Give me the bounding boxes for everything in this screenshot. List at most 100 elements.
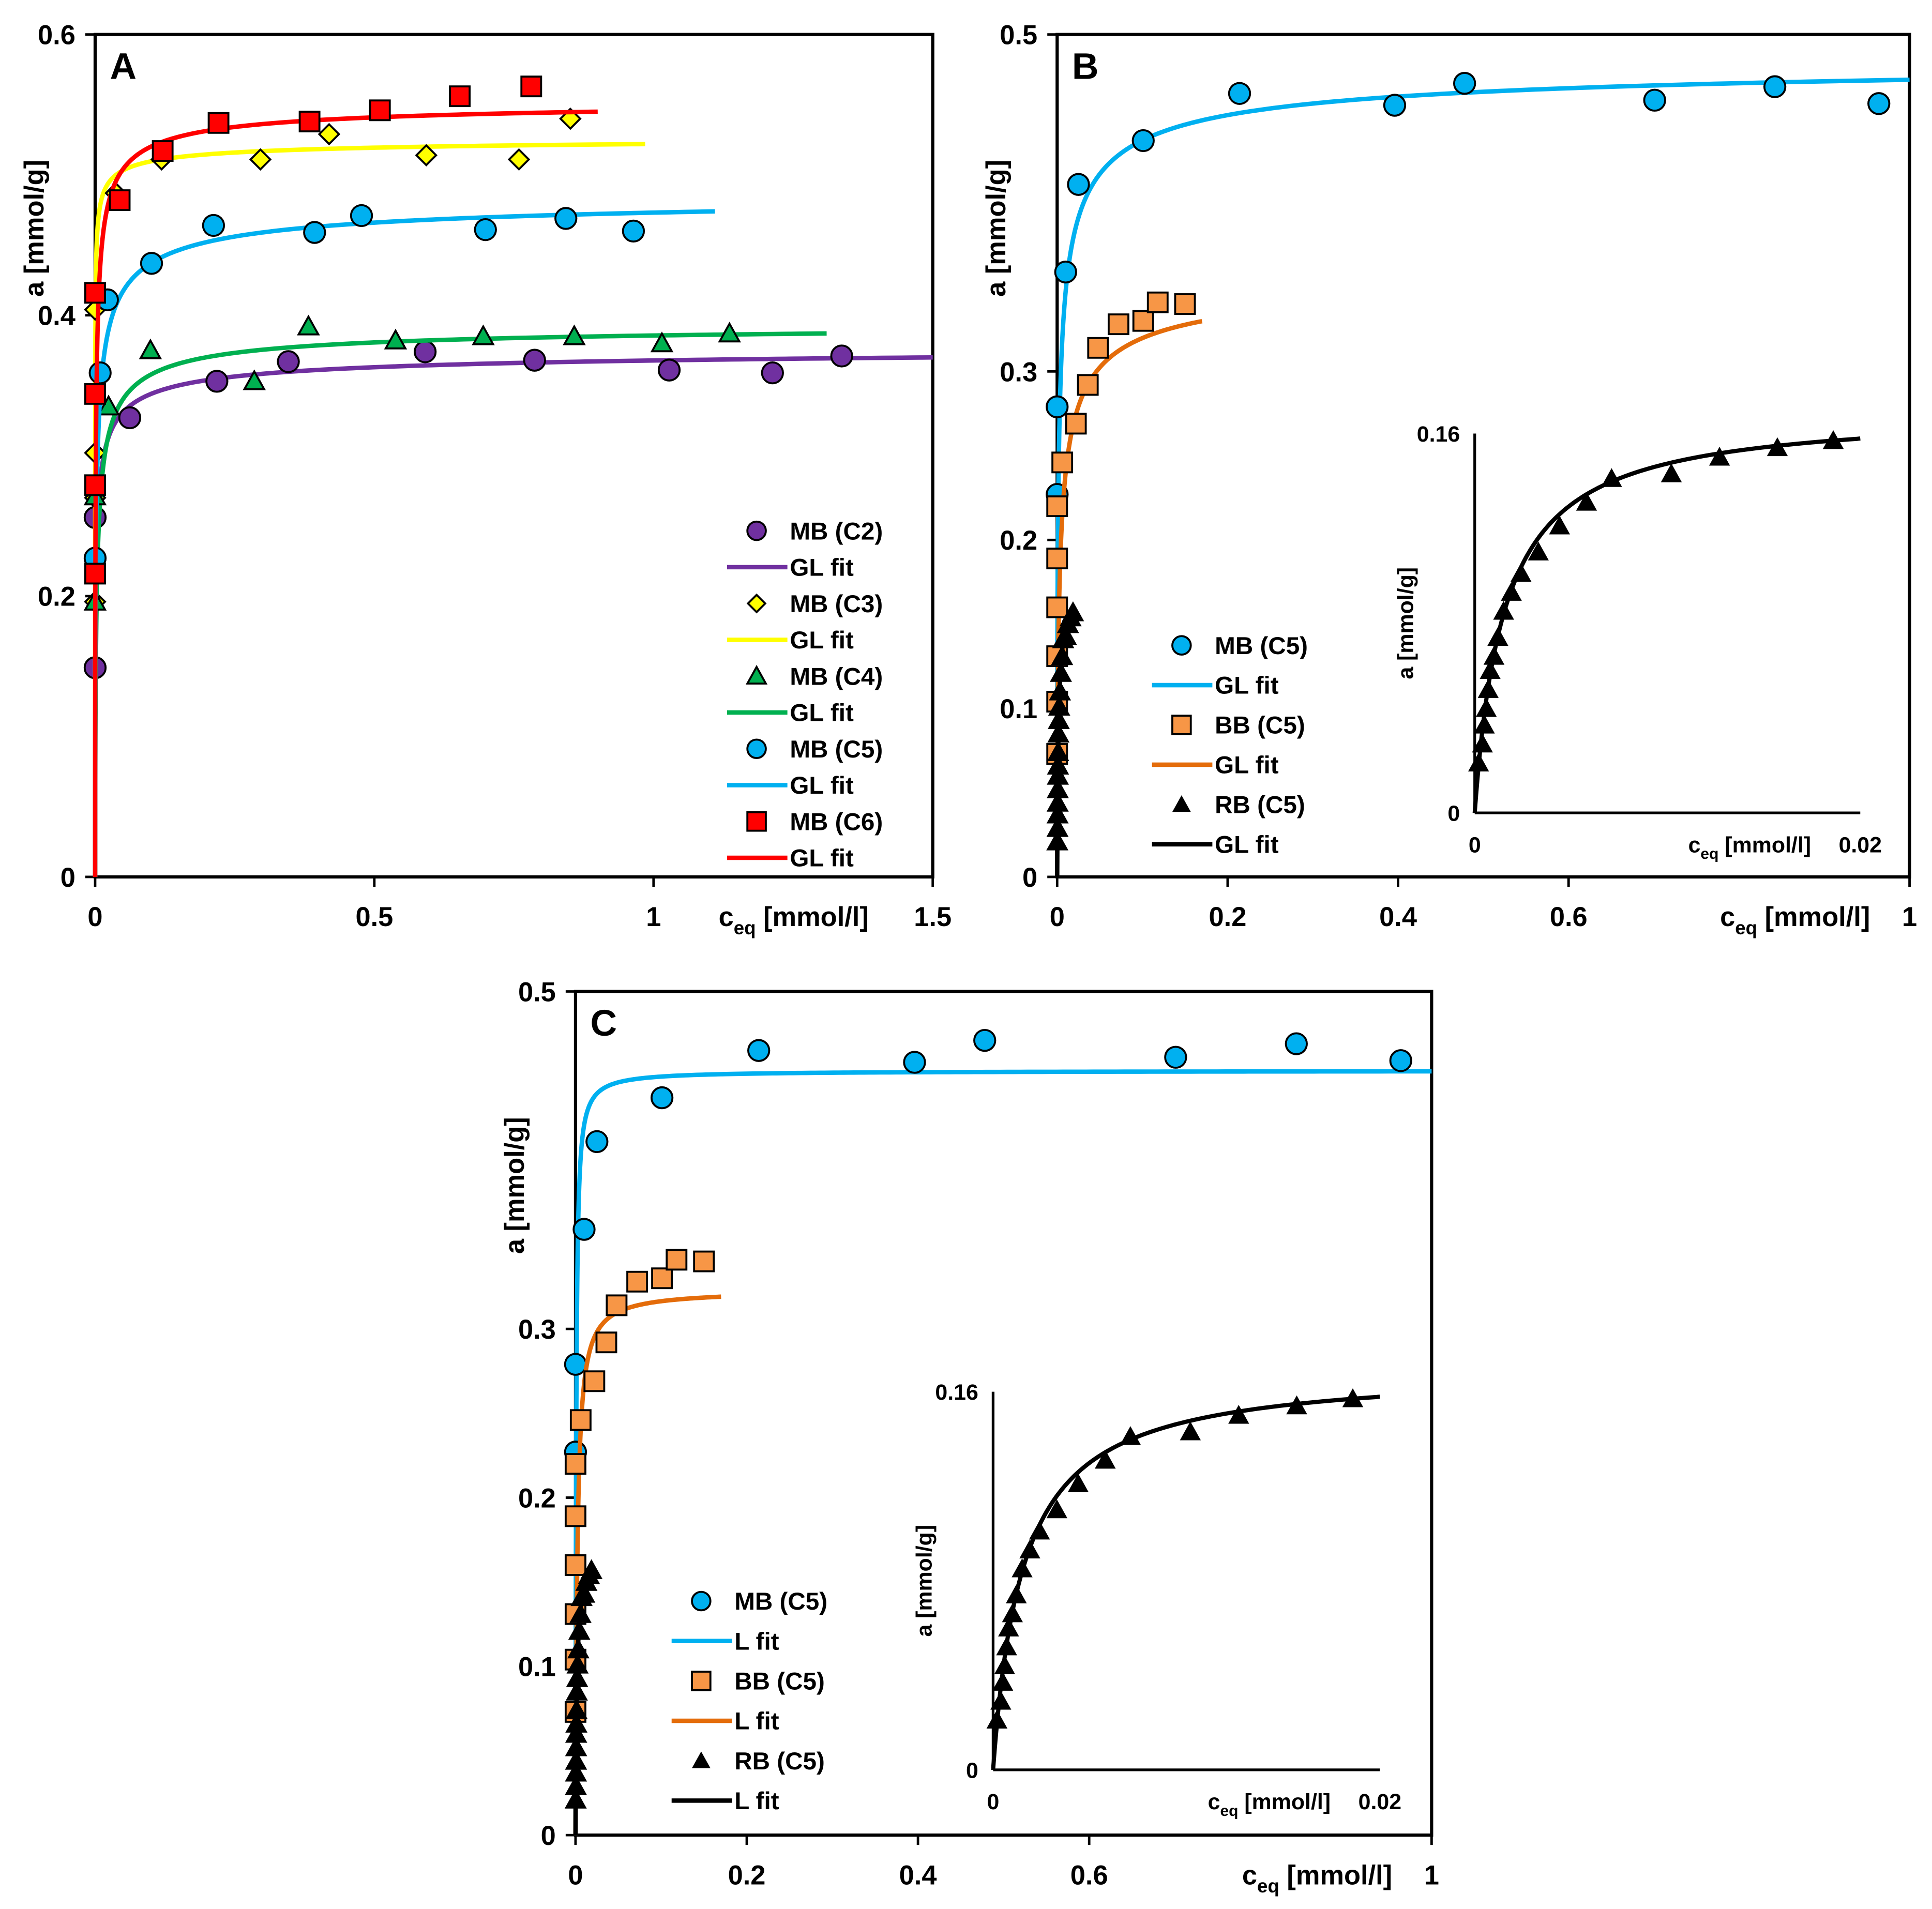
data-point-2-15 bbox=[573, 1583, 596, 1603]
data-point-0-9 bbox=[830, 344, 853, 368]
y-tick-label: 0.4 bbox=[38, 301, 76, 331]
data-point-inset-3 bbox=[1475, 698, 1497, 717]
x-tick-label: 1 bbox=[646, 902, 661, 932]
data-point-2-12 bbox=[568, 1619, 591, 1640]
y-tick-label: 0.2 bbox=[518, 1483, 556, 1513]
x-tick-label: 0.2 bbox=[728, 1860, 766, 1890]
data-point-2-18 bbox=[580, 1559, 603, 1579]
data-point-4-8 bbox=[369, 99, 391, 122]
data-point-inset-16 bbox=[1228, 1405, 1249, 1424]
data-point-3-1 bbox=[88, 361, 112, 385]
panel-letter: B bbox=[1072, 46, 1099, 87]
y-tick-label: 0 bbox=[1447, 801, 1460, 826]
y-tick-label: 0.5 bbox=[518, 977, 556, 1007]
data-point-0-10 bbox=[1867, 92, 1891, 115]
legend-label: GL fit bbox=[1215, 672, 1279, 700]
data-point-2-5 bbox=[297, 314, 320, 336]
data-point-inset-15 bbox=[1661, 463, 1682, 482]
legend-marker-4 bbox=[746, 811, 767, 832]
data-point-2-13 bbox=[1051, 645, 1074, 665]
series-group bbox=[564, 1028, 1432, 1838]
legend-label: GL fit bbox=[790, 700, 854, 727]
y-axis-label: a [mmol/g] bbox=[1394, 567, 1418, 679]
data-point-2-4 bbox=[1046, 778, 1069, 798]
x-axis-label: ceq [mmol/l] bbox=[1242, 1860, 1392, 1897]
data-point-1-8 bbox=[1077, 374, 1099, 396]
x-axis-label: ceq [mmol/l] bbox=[1208, 1790, 1331, 1820]
y-tick-label: 0.3 bbox=[518, 1315, 556, 1345]
data-point-0-4 bbox=[1131, 129, 1155, 153]
data-point-inset-18 bbox=[1822, 430, 1844, 449]
legend-label: GL fit bbox=[790, 554, 854, 582]
y-axis-label: a [mmol/g] bbox=[500, 1117, 530, 1254]
y-tick-label: 0 bbox=[966, 1758, 978, 1783]
x-tick-label: 0.02 bbox=[1839, 832, 1882, 857]
legend-label: L fit bbox=[734, 1628, 779, 1655]
data-point-inset-18 bbox=[1342, 1388, 1364, 1407]
legend-label: BB (C5) bbox=[1215, 712, 1305, 739]
legend: MB (C5) L fit BB (C5) L fit RB (C5) L fit bbox=[671, 1588, 827, 1815]
data-point-1-5 bbox=[564, 1453, 586, 1475]
x-tick-label: 0.6 bbox=[1070, 1860, 1108, 1890]
x-label-symbol: c bbox=[719, 902, 734, 932]
data-point-0-9 bbox=[1763, 75, 1787, 98]
data-point-1-9 bbox=[507, 148, 531, 171]
data-point-0-10 bbox=[1389, 1049, 1412, 1072]
x-tick-label: 0.6 bbox=[1550, 902, 1588, 932]
data-point-4-7 bbox=[298, 111, 321, 133]
data-point-0-3 bbox=[205, 370, 229, 393]
x-label-unit: [mmol/l] bbox=[1718, 832, 1811, 857]
x-tick-label: 0 bbox=[87, 902, 102, 932]
legend-label: BB (C5) bbox=[734, 1668, 825, 1695]
legend-label: RB (C5) bbox=[734, 1748, 825, 1775]
panel-B: 0 0.2 0.4 0.6 100.10.20.30.5a [mmol/g]ceq [m… bbox=[982, 21, 1917, 938]
inset-B: 0 0.02 0 0.16 a [mmol/g] ceq [mmol/l] bbox=[1394, 422, 1882, 862]
data-point-inset-5 bbox=[998, 1617, 1019, 1637]
data-point-4-9 bbox=[449, 85, 471, 108]
data-point-1-13 bbox=[693, 1250, 715, 1272]
data-point-0-5 bbox=[747, 1039, 771, 1062]
data-point-inset-11 bbox=[1046, 1499, 1068, 1519]
legend: MB (C2) GL fit MB (C3) GL fit MB (C4) GL fit M… bbox=[727, 518, 883, 872]
x-label-unit: [mmol/l] bbox=[1238, 1790, 1331, 1814]
data-point-0-2 bbox=[572, 1218, 596, 1241]
data-point-0-7 bbox=[1453, 72, 1476, 95]
data-point-0-6 bbox=[1383, 94, 1407, 117]
data-point-1-8 bbox=[595, 1331, 617, 1354]
x-tick-label: 1 bbox=[1424, 1860, 1439, 1890]
data-point-2-10 bbox=[718, 322, 741, 343]
data-point-0-4 bbox=[650, 1086, 674, 1110]
data-point-4-4 bbox=[109, 189, 131, 211]
data-point-inset-4 bbox=[996, 1636, 1017, 1656]
data-point-2-6 bbox=[1047, 754, 1069, 775]
legend-marker-1 bbox=[1171, 715, 1192, 735]
data-point-2-3 bbox=[1046, 792, 1069, 812]
x-label-subscript: eq bbox=[1735, 917, 1757, 938]
data-point-inset-2 bbox=[1474, 715, 1495, 734]
legend-label: MB (C2) bbox=[790, 518, 883, 545]
data-point-2-1 bbox=[1046, 817, 1069, 837]
fit-line-inset bbox=[991, 1395, 1380, 1772]
legend-label: GL fit bbox=[1215, 752, 1279, 779]
data-point-inset-17 bbox=[1767, 437, 1788, 457]
x-tick-label: 0.5 bbox=[355, 902, 393, 932]
y-tick-label: 0.5 bbox=[1000, 21, 1037, 51]
data-point-inset-7 bbox=[1487, 627, 1508, 646]
data-point-0-6 bbox=[523, 349, 546, 372]
fit-line-inset bbox=[1472, 436, 1861, 815]
panel-C: 0 0.2 0.4 0.6 100.10.20.30.5a [mmol/g]ceq [m… bbox=[500, 977, 1439, 1897]
data-point-2-0 bbox=[564, 1789, 587, 1809]
data-point-1-5 bbox=[1046, 495, 1068, 518]
data-point-inset-5 bbox=[1480, 660, 1501, 679]
legend-marker-0 bbox=[1171, 635, 1192, 656]
legend-marker-1 bbox=[746, 593, 767, 614]
legend-label: MB (C4) bbox=[790, 663, 883, 690]
x-label-unit: [mmol/l] bbox=[756, 902, 869, 932]
data-point-inset-13 bbox=[1095, 1449, 1116, 1469]
data-point-1-7 bbox=[1065, 413, 1087, 435]
data-point-2-9 bbox=[1047, 709, 1070, 730]
y-axis-label: a [mmol/g] bbox=[20, 160, 50, 297]
data-point-1-10 bbox=[626, 1270, 648, 1293]
data-point-2-5 bbox=[1047, 764, 1069, 785]
data-point-1-7 bbox=[318, 123, 341, 146]
